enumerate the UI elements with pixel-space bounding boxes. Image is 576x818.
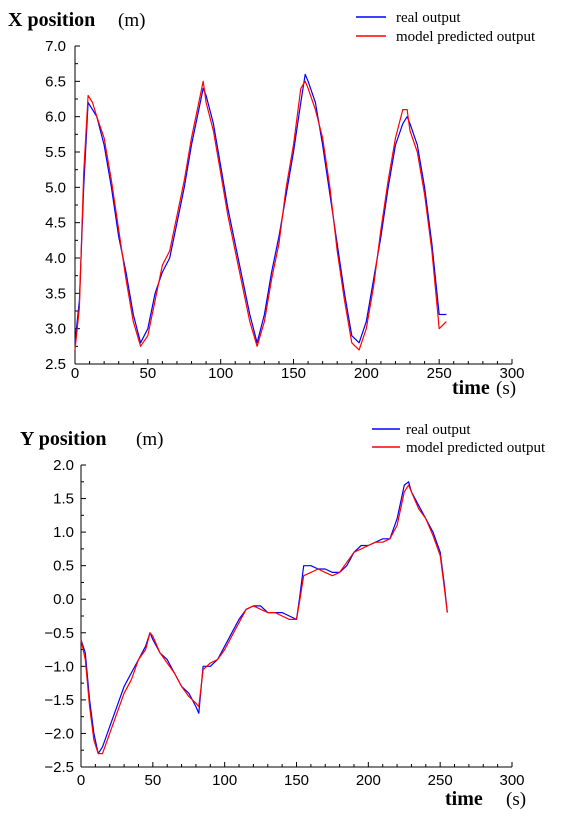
x-position-chart: 2.5 3.0 3.5 4.0 4.5 5.0 5.5 6.0 6.5 7.0 0 50 100 150 2… (8, 9, 536, 399)
y-tick-label: 3.0 (45, 321, 66, 338)
y-tick-label: −2.5 (44, 759, 74, 776)
x-tick-label: 100 (208, 365, 233, 382)
x-tick-label: 250 (427, 365, 452, 382)
y-axis-label: X position (8, 9, 95, 31)
y-tick-label: 1.0 (53, 524, 74, 541)
legend-label-model: model predicted output (396, 29, 536, 45)
y-tick-label: 5.5 (45, 144, 66, 161)
y-tick-label: 2.5 (45, 356, 66, 373)
y-position-chart: −2.5 −2.0 −1.5 −1.0 −0.5 0.0 0.5 1.0 1.5 2.0 0 50 10… (20, 422, 546, 810)
x-tick-label: 100 (212, 772, 237, 789)
x-tick-label: 50 (139, 365, 156, 382)
real-output-series-line (80, 481, 448, 755)
x-axis-unit: (s) (496, 378, 516, 399)
legend-label-real: real output (406, 422, 471, 438)
model-predicted-series-line (80, 484, 448, 755)
x-tick-label: 200 (354, 365, 379, 382)
x-tick-label: 150 (281, 365, 306, 382)
y-tick-label: −0.5 (44, 625, 74, 642)
x-axis-label: time (445, 788, 483, 810)
y-axis-label: Y position (20, 428, 107, 450)
y-axis-unit: (m) (118, 10, 145, 31)
y-tick-label: 4.0 (45, 250, 66, 267)
y-tick-label: 0.5 (53, 558, 74, 575)
x-axis-unit: (s) (506, 789, 526, 810)
y-tick-label: 3.5 (45, 285, 66, 302)
real-output-series-line (74, 73, 447, 344)
y-tick-label: 0.0 (53, 591, 74, 608)
y-tick-label: 2.0 (53, 457, 74, 474)
y-tick-label: 1.5 (53, 491, 74, 508)
x-tick-label: 250 (428, 772, 453, 789)
y-tick-label: −1.5 (44, 692, 74, 709)
model-predicted-series-line (74, 80, 447, 351)
legend-label-real: real output (396, 10, 461, 26)
y-tick-label: −2.0 (44, 725, 74, 742)
legend-label-model: model predicted output (406, 440, 546, 456)
x-tick-label: 50 (144, 772, 161, 789)
x-tick-label: 0 (71, 365, 79, 382)
y-tick-label: 5.0 (45, 179, 66, 196)
x-axis-label: time (452, 377, 490, 399)
y-tick-label: 6.0 (45, 109, 66, 126)
x-tick-label: 0 (77, 772, 85, 789)
y-tick-label: 6.5 (45, 73, 66, 90)
y-tick-label: −1.0 (44, 658, 74, 675)
y-tick-label: 7.0 (45, 38, 66, 55)
y-axis-unit: (m) (136, 429, 163, 450)
x-tick-label: 200 (356, 772, 381, 789)
x-tick-label: 300 (499, 772, 524, 789)
y-tick-label: 4.5 (45, 215, 66, 232)
x-tick-label: 150 (284, 772, 309, 789)
x-tick-label: 300 (499, 365, 524, 382)
